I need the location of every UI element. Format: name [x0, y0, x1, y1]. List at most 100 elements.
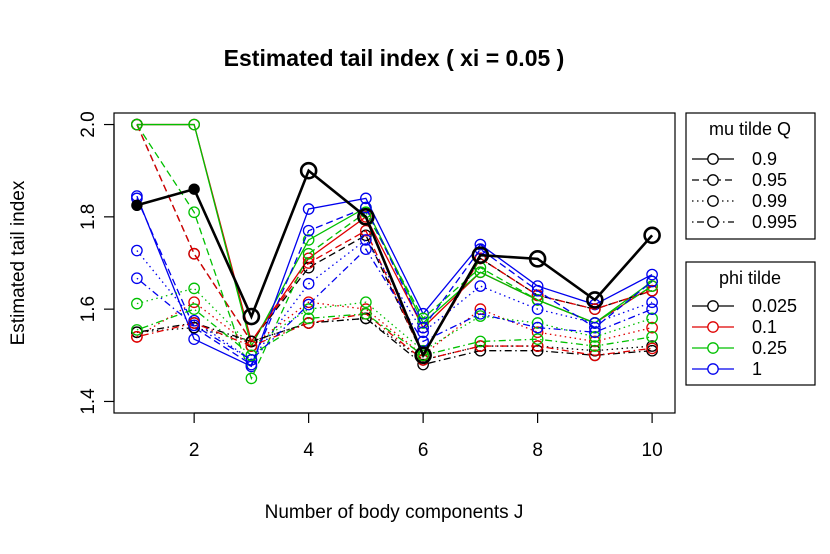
- data-point: [360, 201, 372, 214]
- series-0: [131, 161, 661, 365]
- data-point: [131, 199, 143, 212]
- series-line: [136, 308, 653, 357]
- legend-phi-entry: 0.25: [692, 338, 787, 358]
- data-point: [302, 234, 315, 246]
- series-9: [131, 296, 658, 362]
- data-point: [360, 234, 372, 246]
- data-point: [131, 324, 143, 336]
- data-point: [646, 321, 658, 334]
- data-point: [357, 208, 375, 226]
- series-line: [136, 301, 653, 357]
- series-1: [131, 118, 658, 348]
- data-point: [242, 307, 261, 326]
- data-point: [188, 333, 200, 346]
- legend-marker: [707, 342, 719, 354]
- data-point: [589, 303, 601, 316]
- x-tick-label: 8: [532, 440, 543, 461]
- legend-marker: [707, 195, 719, 207]
- data-point: [188, 282, 200, 295]
- data-point: [474, 335, 487, 348]
- legend-mu-entry: 0.95: [692, 170, 787, 190]
- data-point: [417, 358, 429, 371]
- data-point: [245, 372, 258, 385]
- data-point: [188, 296, 200, 309]
- legend-mu-label: 0.95: [752, 170, 787, 190]
- legend-phi-entry: 0.025: [692, 296, 797, 316]
- series-line: [136, 168, 654, 359]
- x-axis-label: Number of body components J: [265, 502, 524, 523]
- legend-phi-label: 0.25: [752, 338, 787, 358]
- series-12: [131, 312, 658, 371]
- data-point: [360, 243, 372, 256]
- series-4: [131, 118, 658, 362]
- data-point: [131, 272, 143, 285]
- data-point: [131, 244, 143, 257]
- data-point: [531, 321, 544, 334]
- legend-mu-box: [685, 112, 816, 240]
- data-point: [646, 342, 658, 355]
- legend-marker: [707, 174, 719, 186]
- series-line: [136, 198, 653, 366]
- data-point: [360, 307, 372, 320]
- data-point: [245, 335, 258, 348]
- data-point: [646, 296, 658, 309]
- legend-phi-entry: 1: [692, 359, 762, 379]
- data-point: [188, 247, 200, 260]
- data-point: [302, 277, 315, 290]
- x-tick-label: 6: [418, 440, 429, 461]
- data-point: [417, 312, 429, 325]
- data-point: [474, 238, 487, 251]
- data-point: [188, 206, 200, 219]
- data-point: [245, 354, 258, 366]
- data-point: [531, 284, 544, 297]
- legend-mu-entry: 0.9: [692, 149, 777, 169]
- legend-mu-label: 0.99: [752, 191, 787, 211]
- legend-mu-label: 0.995: [752, 212, 797, 232]
- data-point: [414, 346, 432, 365]
- data-point: [646, 284, 658, 297]
- data-point: [474, 310, 487, 322]
- x-tick-label: 2: [189, 440, 200, 461]
- y-axis: 1.4 1.6 1.8 2.0: [78, 111, 115, 415]
- series-5: [131, 118, 658, 362]
- data-point: [302, 298, 315, 311]
- data-point: [131, 118, 143, 131]
- series-8: [131, 312, 658, 366]
- data-point: [302, 247, 315, 260]
- data-point: [586, 291, 604, 309]
- data-point: [531, 303, 544, 316]
- data-point: [299, 161, 318, 180]
- data-point: [188, 183, 200, 195]
- x-tick-label: 10: [642, 440, 663, 461]
- series-layer: [131, 118, 661, 385]
- data-point: [589, 349, 601, 362]
- series-line: [136, 195, 653, 368]
- series-14: [131, 303, 658, 362]
- legend-mu-entry: 0.995: [692, 212, 797, 232]
- data-point: [302, 203, 315, 215]
- y-tick-label: 1.6: [78, 296, 99, 322]
- series-line: [136, 238, 653, 361]
- series-10: [131, 282, 658, 357]
- data-point: [131, 330, 143, 343]
- data-point: [474, 307, 487, 320]
- legend-mu-tilde-q: mu tilde Q 0.90.950.990.995: [685, 112, 816, 240]
- data-point: [474, 340, 487, 352]
- series-line: [136, 124, 653, 357]
- y-tick-label: 1.4: [78, 388, 99, 415]
- series-7: [131, 192, 658, 371]
- data-point: [643, 226, 661, 245]
- data-point: [302, 257, 315, 269]
- legend-marker: [707, 300, 719, 312]
- data-point: [471, 246, 490, 264]
- legend-phi-box: [685, 261, 816, 386]
- series-line: [136, 124, 653, 381]
- data-point: [531, 317, 544, 329]
- data-point: [188, 303, 200, 316]
- data-point: [474, 280, 487, 292]
- series-line: [136, 317, 653, 366]
- legend-phi-label: 1: [752, 359, 762, 379]
